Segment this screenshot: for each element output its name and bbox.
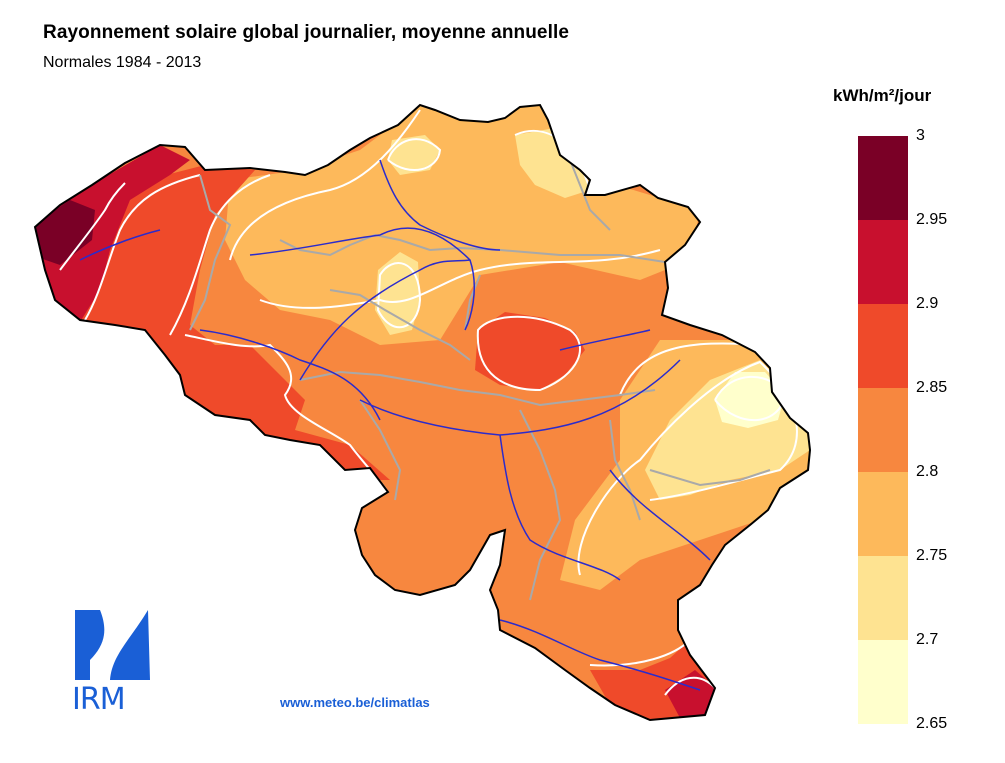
- map-title: Rayonnement solaire global journalier, m…: [43, 22, 570, 43]
- legend-tick: 2.85: [916, 379, 948, 396]
- isolines: [59, 109, 810, 696]
- legend-tick: 2.65: [916, 715, 948, 732]
- irm-logo-icon: [75, 610, 150, 680]
- band-2-85-2-90-west: [35, 165, 390, 480]
- legend-swatch: [858, 136, 908, 220]
- legend-tick: 2.95: [916, 211, 948, 228]
- province-borders: [189, 159, 771, 601]
- legend-swatch: [858, 220, 908, 304]
- legend-tick: 2.8: [916, 463, 939, 480]
- legend-swatch: [858, 388, 908, 472]
- legend-tick: 2.75: [916, 547, 948, 564]
- legend-swatch: [858, 304, 908, 388]
- legend-unit: kWh/m²/jour: [833, 86, 932, 105]
- legend-tick: 2.9: [916, 295, 939, 312]
- band-2-70-2-75-north2: [515, 128, 590, 198]
- legend-tick: 2.7: [916, 631, 939, 648]
- legend-swatch: [858, 640, 908, 724]
- rivers: [79, 159, 711, 691]
- map-subtitle: Normales 1984 - 2013: [43, 54, 202, 71]
- band-2-70-2-75-center: [375, 252, 420, 335]
- website-link[interactable]: www.meteo.be/climatlas: [280, 695, 430, 710]
- legend-tick: 3: [916, 127, 925, 144]
- legend-swatch: [858, 472, 908, 556]
- color-legend: [858, 136, 908, 724]
- band-2-85-2-90-center: [475, 312, 585, 390]
- band-2-90-2-95-west: [35, 145, 190, 322]
- legend-swatch: [858, 556, 908, 640]
- irm-logo-text: IRM: [72, 682, 126, 717]
- band-2-70-2-75-north1: [388, 135, 440, 175]
